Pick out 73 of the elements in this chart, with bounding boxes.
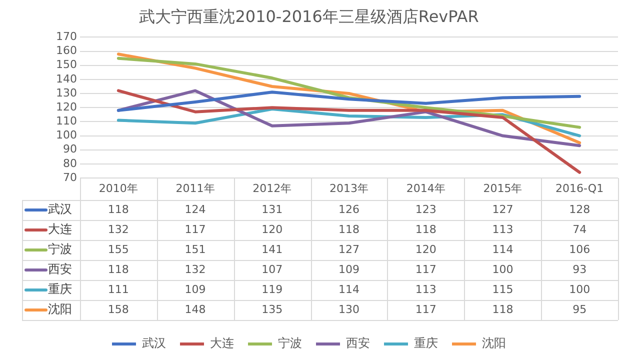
data-label: 127	[492, 202, 514, 216]
data-label: 118	[338, 222, 360, 236]
data-label: 132	[184, 262, 206, 276]
data-label: 118	[108, 202, 129, 216]
data-label: 117	[415, 302, 436, 316]
x-tick-label: 2016-Q1	[556, 182, 604, 195]
y-tick-label: 100	[56, 128, 77, 142]
legend-label: 沈阳	[48, 302, 72, 316]
y-tick-label: 170	[56, 30, 77, 44]
data-label: 93	[572, 262, 587, 276]
legend-label: 西安	[48, 262, 72, 276]
data-label: 130	[338, 302, 360, 316]
data-label: 106	[569, 242, 590, 256]
data-label: 131	[262, 202, 283, 216]
data-label: 141	[262, 242, 283, 256]
data-label: 151	[184, 242, 206, 256]
data-label: 74	[572, 222, 587, 236]
text: 西安	[346, 336, 370, 350]
text: 重庆	[414, 336, 438, 350]
data-label: 128	[569, 202, 590, 216]
data-label: 118	[492, 302, 514, 316]
text: 沈阳	[482, 336, 506, 350]
data-label: 107	[262, 262, 283, 276]
data-label: 114	[338, 282, 360, 296]
y-tick-label: 140	[56, 72, 77, 86]
data-label: 158	[108, 302, 129, 316]
data-label: 148	[184, 302, 206, 316]
data-label: 135	[262, 302, 283, 316]
data-label: 113	[415, 282, 436, 296]
y-tick-label: 80	[63, 156, 77, 170]
y-tick-label: 160	[56, 44, 77, 58]
y-tick-label: 90	[63, 142, 77, 156]
text: 武汉	[142, 336, 166, 350]
y-tick-label: 150	[56, 58, 77, 72]
data-label: 132	[108, 222, 129, 236]
data-label: 126	[338, 202, 360, 216]
x-tick-label: 2014年	[406, 182, 446, 195]
y-tick-label: 110	[56, 114, 77, 128]
data-label: 118	[415, 222, 436, 236]
data-label: 95	[572, 302, 587, 316]
data-label: 155	[108, 242, 129, 256]
data-label: 119	[262, 282, 283, 296]
data-label: 117	[415, 262, 436, 276]
data-label: 109	[338, 262, 360, 276]
data-label: 120	[262, 222, 283, 236]
chart-title: 武大宁西重沈2010-2016年三星级酒店RevPAR	[139, 6, 479, 26]
data-label: 100	[569, 282, 590, 296]
data-label: 124	[184, 202, 206, 216]
data-label: 115	[492, 282, 514, 296]
legend-label: 重庆	[48, 282, 72, 296]
data-label: 114	[492, 242, 514, 256]
data-label: 123	[415, 202, 436, 216]
data-label: 113	[492, 222, 514, 236]
data-label: 100	[492, 262, 514, 276]
data-label: 120	[415, 242, 436, 256]
text: 宁波	[278, 336, 302, 350]
legend-label: 宁波	[48, 242, 72, 256]
data-label: 117	[184, 222, 206, 236]
x-tick-label: 2011年	[176, 182, 215, 195]
x-tick-label: 2015年	[483, 182, 522, 195]
y-tick-label: 130	[56, 86, 77, 100]
legend-label: 武汉	[48, 202, 72, 216]
y-tick-label: 120	[56, 100, 77, 114]
legend-label: 大连	[48, 222, 72, 236]
x-tick-label: 2013年	[330, 182, 368, 195]
data-label: 118	[108, 262, 129, 276]
data-label: 127	[338, 242, 360, 256]
x-tick-label: 2012年	[252, 182, 292, 195]
x-tick-label: 2010年	[98, 182, 138, 195]
data-label: 111	[108, 282, 129, 296]
text: 大连	[210, 336, 234, 350]
y-tick-label: 70	[63, 170, 77, 184]
data-label: 109	[184, 282, 206, 296]
